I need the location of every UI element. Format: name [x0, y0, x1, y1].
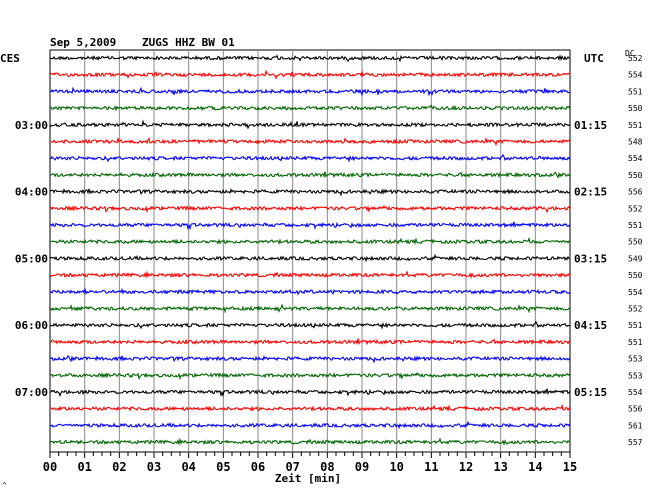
x-tick-label: 09 [355, 460, 369, 474]
trace-line [49, 403, 571, 412]
dc-offset-label: 551 [628, 338, 643, 347]
dc-offset-label: 554 [628, 388, 643, 397]
trace-line [49, 221, 571, 231]
trace-line [49, 270, 571, 279]
dc-offset-label: 554 [628, 71, 643, 80]
x-tick-label: 02 [112, 460, 126, 474]
x-tick-label: 07 [285, 460, 299, 474]
dc-offset-label: 551 [628, 321, 643, 330]
trace-line [49, 204, 571, 214]
x-axis-title: Zeit [min] [275, 472, 341, 485]
trace-line [49, 136, 571, 147]
trace-line [49, 236, 571, 245]
dc-offset-label: 552 [628, 305, 643, 314]
trace-line [49, 320, 570, 330]
dc-offset-label: 551 [628, 87, 643, 96]
trace-group [49, 54, 571, 446]
x-axis: 00 01 02 03 04 05 06 07 08 09 10 11 12 13 14 15 [43, 452, 577, 474]
left-hour-label: 05:00 [15, 252, 48, 265]
date-label: Sep 5,2009 [50, 36, 116, 49]
trace-line [49, 54, 571, 63]
x-tick-label: 01 [77, 460, 91, 474]
left-hour-label: 04:00 [15, 186, 48, 199]
trace-line [49, 371, 571, 381]
x-tick-label: 06 [251, 460, 265, 474]
right-hour-label: 04:15 [574, 319, 607, 332]
trace-line [49, 153, 571, 163]
right-hour-label: 03:15 [574, 252, 607, 265]
dc-offset-label: 553 [628, 355, 643, 364]
x-tick-label: 04 [181, 460, 195, 474]
dc-offset-label: 556 [628, 188, 643, 197]
right-hour-label: 01:15 [574, 119, 607, 132]
trace-line [49, 253, 571, 263]
left-hour-label: 06:00 [15, 319, 48, 332]
right-hour-label: 05:15 [574, 386, 607, 399]
dc-offset-label: 551 [628, 221, 643, 230]
dc-offset-label: 550 [628, 238, 643, 247]
dc-offset-label: 551 [628, 121, 643, 130]
corner-mark: ^ [2, 481, 7, 490]
grid-lines [84, 50, 536, 452]
x-tick-label: 08 [320, 460, 334, 474]
dc-offset-label: 548 [628, 138, 643, 147]
dc-offset-label: 554 [628, 154, 643, 163]
right-hour-labels: 01:15 02:15 03:15 04:15 05:15 [574, 119, 607, 399]
trace-line [49, 171, 571, 179]
trace-line [49, 354, 571, 364]
trace-line [49, 338, 571, 346]
dc-label: DC [625, 49, 635, 58]
x-tick-label: 03 [147, 460, 161, 474]
trace-line [49, 119, 571, 130]
dc-offset-label: 561 [628, 421, 643, 430]
right-timezone-label: UTC [584, 52, 604, 65]
left-hour-label: 07:00 [15, 386, 48, 399]
trace-line [49, 303, 571, 314]
x-tick-label: 15 [563, 460, 577, 474]
trace-line [49, 104, 571, 112]
x-tick-label: 12 [459, 460, 473, 474]
dc-offset-label: 557 [628, 438, 643, 447]
dc-offset-label: 550 [628, 104, 643, 113]
dc-offset-label: 550 [628, 171, 643, 180]
trace-line [49, 437, 571, 446]
dc-offset-label: 550 [628, 271, 643, 280]
trace-line [49, 188, 571, 197]
trace-line [50, 287, 571, 296]
trace-line [50, 388, 571, 398]
left-timezone-label: CES [0, 52, 20, 65]
x-tick-label: 05 [216, 460, 230, 474]
dc-offset-label: 554 [628, 288, 643, 297]
dc-offset-label: 552 [628, 54, 643, 63]
x-tick-label: 11 [424, 460, 438, 474]
x-tick-label: 14 [528, 460, 542, 474]
x-tick-label: 00 [43, 460, 57, 474]
trace-line [49, 420, 571, 430]
dc-offset-label: 549 [628, 254, 643, 263]
dc-offset-label: 556 [628, 405, 643, 414]
trace-line [49, 69, 571, 80]
trace-line [49, 86, 571, 97]
right-hour-label: 02:15 [574, 186, 607, 199]
station-label: ZUGS HHZ BW 01 [142, 36, 235, 49]
left-hour-label: 03:00 [15, 119, 48, 132]
dc-offset-label: 552 [628, 204, 643, 213]
dc-offset-label: 553 [628, 371, 643, 380]
dc-offset-labels: 552 554 551 550 551 548 554 550 556 552 551 550 549 5… [628, 54, 643, 447]
x-tick-label: 10 [389, 460, 403, 474]
x-tick-label: 13 [493, 460, 507, 474]
left-hour-labels: 03:00 04:00 05:00 06:00 07:00 [15, 119, 48, 399]
